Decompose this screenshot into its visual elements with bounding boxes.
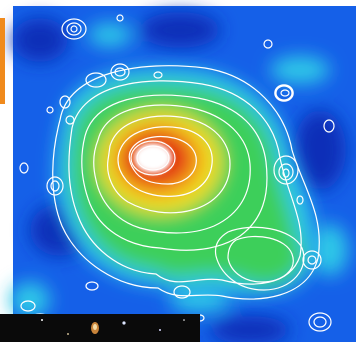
optical-source xyxy=(122,321,126,325)
point-source-contour xyxy=(116,14,124,22)
point-source-contour xyxy=(59,95,71,109)
emission-region xyxy=(170,288,230,312)
point-source-contour xyxy=(70,25,78,33)
emission-region xyxy=(140,12,220,48)
point-source-contour xyxy=(114,67,126,77)
point-source-contour xyxy=(313,316,327,328)
optical-source xyxy=(67,333,69,335)
emission-region xyxy=(312,224,348,276)
point-source-contour xyxy=(282,168,290,178)
emission-region xyxy=(210,316,290,342)
point-source-contour xyxy=(302,250,322,270)
optical-source xyxy=(41,319,43,321)
contour-line xyxy=(93,104,251,234)
cluster-core xyxy=(134,143,172,173)
point-source-contour xyxy=(307,255,317,265)
point-source-contour xyxy=(274,84,294,102)
point-source-contour xyxy=(65,115,75,125)
point-source-contour xyxy=(153,71,163,79)
contour-line xyxy=(128,135,197,185)
contour-line xyxy=(107,115,231,214)
point-source-contour xyxy=(275,85,293,101)
point-source-contour xyxy=(278,163,294,181)
emission-region xyxy=(12,18,68,62)
point-source-contour xyxy=(323,119,335,133)
contour-lines xyxy=(19,14,335,335)
point-source-contour xyxy=(173,285,191,299)
optical-sources xyxy=(41,319,185,335)
emission-region xyxy=(134,143,172,173)
point-source-contour xyxy=(263,39,273,49)
point-source-contour xyxy=(85,72,107,88)
optical-source xyxy=(159,329,161,331)
optical-image-strip xyxy=(0,314,200,342)
optical-source xyxy=(93,324,97,330)
optical-source xyxy=(183,319,185,321)
point-source-contour xyxy=(20,300,36,312)
contour-line xyxy=(214,226,305,291)
point-source-contour xyxy=(308,312,332,332)
point-source-contour xyxy=(136,145,170,171)
point-source-contour xyxy=(61,18,87,40)
point-source-contour xyxy=(280,89,290,97)
contour-line xyxy=(227,235,294,283)
point-source-contour xyxy=(273,155,299,185)
left-color-strip xyxy=(0,18,5,104)
point-source-contour xyxy=(19,162,29,174)
emission-region xyxy=(218,225,302,285)
point-source-contour xyxy=(296,195,304,205)
point-source-contour xyxy=(46,176,64,196)
emission-region xyxy=(88,23,132,47)
cluster-emission xyxy=(55,67,316,296)
contour-line xyxy=(52,65,320,300)
point-source-contour xyxy=(66,22,82,36)
point-source-contour xyxy=(130,140,176,176)
emission-region xyxy=(270,56,330,84)
contour-line xyxy=(117,126,213,197)
point-source-contour xyxy=(46,106,54,114)
point-source-contour xyxy=(85,281,99,291)
point-source-contour xyxy=(50,180,60,192)
point-source-contour xyxy=(110,63,130,81)
emission-region xyxy=(10,282,50,318)
contour-line xyxy=(81,94,268,251)
